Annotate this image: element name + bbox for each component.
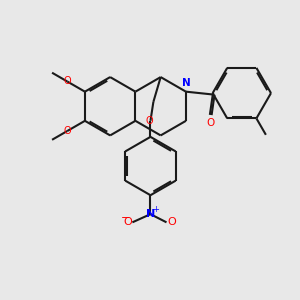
Text: N: N (182, 78, 190, 88)
Text: O: O (145, 116, 153, 126)
Text: +: + (152, 205, 159, 214)
Text: −: − (120, 213, 130, 223)
Text: O: O (63, 76, 71, 86)
Text: O: O (123, 217, 132, 227)
Text: O: O (207, 118, 215, 128)
Text: O: O (63, 126, 71, 136)
Text: O: O (167, 217, 176, 227)
Text: N: N (146, 209, 155, 219)
